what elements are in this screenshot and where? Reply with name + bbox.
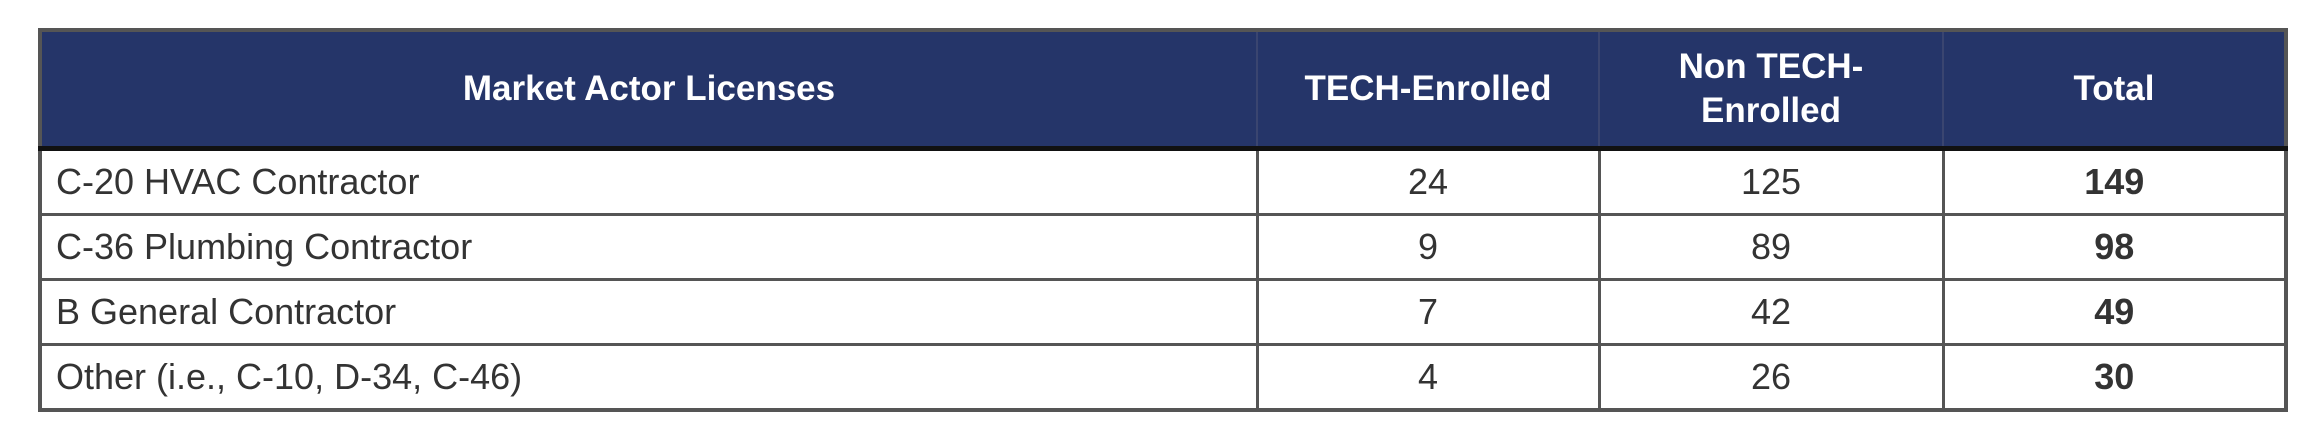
license-cell: C-20 HVAC Contractor bbox=[38, 147, 1259, 216]
header-market-actor-licenses: Market Actor Licenses bbox=[39, 30, 1257, 149]
non-tech-enrolled-cell: 89 bbox=[1597, 213, 1945, 281]
table-row: Other (i.e., C-10, D-34, C-46) 4 26 30 bbox=[38, 343, 2288, 412]
total-cell: 98 bbox=[1941, 213, 2288, 281]
tech-enrolled-cell: 24 bbox=[1255, 147, 1601, 216]
non-tech-enrolled-cell: 26 bbox=[1597, 343, 1945, 412]
license-cell: C-36 Plumbing Contractor bbox=[38, 213, 1259, 281]
total-cell: 30 bbox=[1941, 343, 2288, 412]
header-non-tech-enrolled: Non TECH-Enrolled bbox=[1598, 30, 1943, 149]
header-row: Market Actor Licenses TECH-Enrolled Non … bbox=[39, 30, 2286, 149]
non-tech-enrolled-cell: 42 bbox=[1597, 278, 1945, 346]
tech-enrolled-cell: 9 bbox=[1255, 213, 1601, 281]
license-cell: Other (i.e., C-10, D-34, C-46) bbox=[38, 343, 1259, 412]
table-row: C-20 HVAC Contractor 24 125 149 bbox=[38, 147, 2288, 216]
tech-enrolled-cell: 4 bbox=[1255, 343, 1601, 412]
total-cell: 149 bbox=[1941, 147, 2288, 216]
header-tech-enrolled: TECH-Enrolled bbox=[1256, 30, 1599, 149]
header-total: Total bbox=[1942, 30, 2286, 149]
non-tech-enrolled-cell: 125 bbox=[1597, 147, 1945, 216]
total-cell: 49 bbox=[1941, 278, 2288, 346]
license-cell: B General Contractor bbox=[38, 278, 1259, 346]
table-row: C-36 Plumbing Contractor 9 89 98 bbox=[38, 213, 2288, 281]
table-row: B General Contractor 7 42 49 bbox=[38, 278, 2288, 346]
tech-enrolled-cell: 7 bbox=[1255, 278, 1601, 346]
market-actor-licenses-table: Market Actor Licenses TECH-Enrolled Non … bbox=[38, 28, 2288, 412]
